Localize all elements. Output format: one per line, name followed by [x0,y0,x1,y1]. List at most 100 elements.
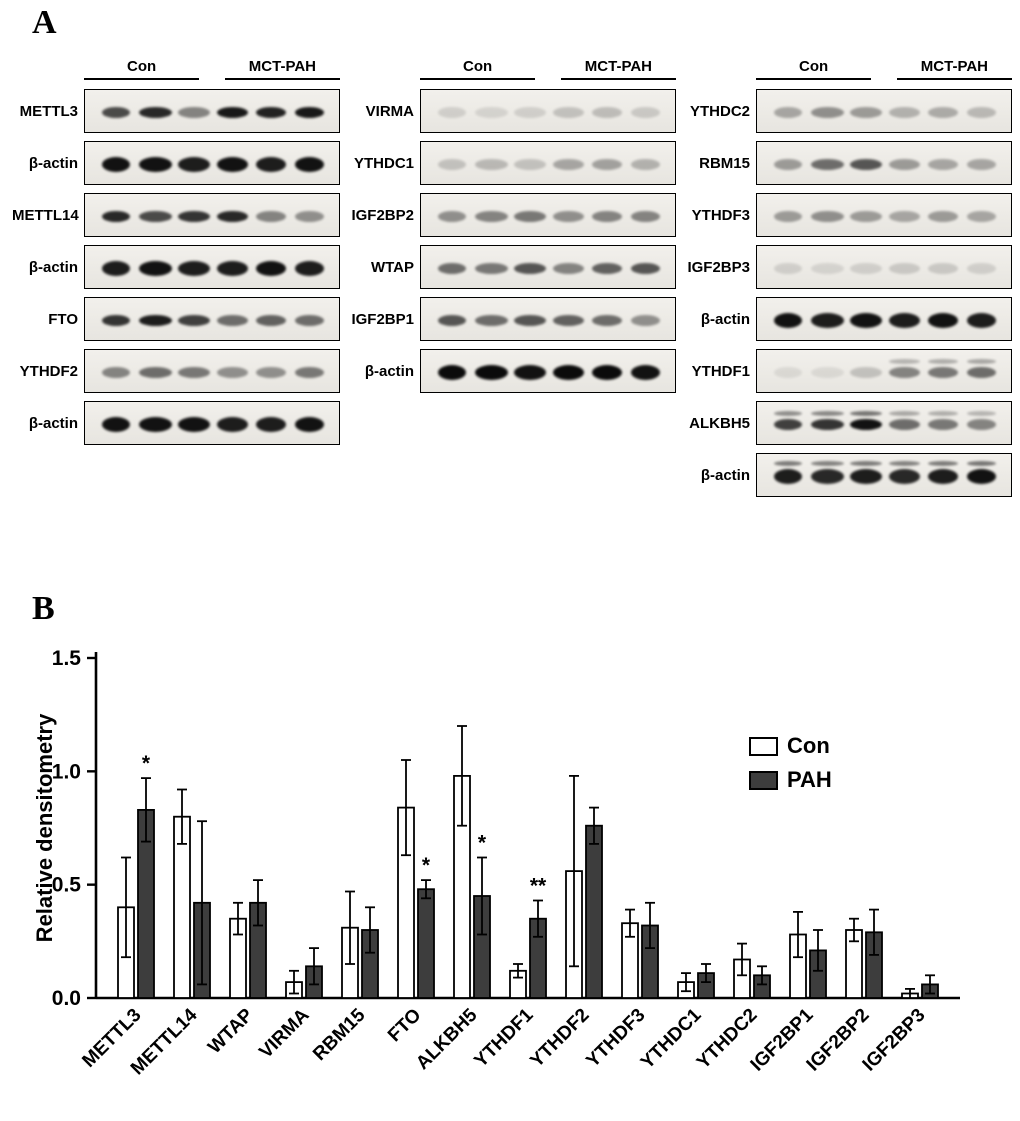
protein-band [295,314,325,326]
blot-image [420,141,676,185]
blot-row: FTO [12,297,340,341]
blot-row: β-actin [682,297,1012,341]
blot-image [420,193,676,237]
protein-band-doublet [888,358,920,364]
protein-band [552,106,584,118]
protein-band [138,260,172,276]
y-tick-label: 0.5 [52,874,82,897]
protein-band [474,106,508,118]
protein-band [631,262,661,274]
protein-band [256,210,286,222]
blot-label: β-actin [28,414,78,432]
protein-band [216,106,248,118]
group-header-con: Con [84,58,200,80]
x-tick-label: RBM15 [309,1004,370,1065]
blot-label: YTHDF3 [691,206,750,224]
blot-image [756,401,1012,445]
blot-label: IGF2BP2 [351,206,414,224]
protein-band [256,106,286,118]
blot-row: VIRMA [342,89,676,133]
x-tick-label: WTAP [204,1004,258,1058]
x-tick-label: VIRMA [255,1004,313,1062]
protein-band [888,210,920,222]
blot-row: METTL3 [12,89,340,133]
blot-image [756,297,1012,341]
blot-column-1: Con MCT-PAH METTL3 β-actin METTL14 β-actin FTO… [12,58,340,453]
legend-swatch-pah [749,771,778,790]
protein-band [928,262,958,274]
protein-band [295,260,325,276]
protein-band [177,416,210,432]
protein-band [849,366,882,378]
legend-label-pah: PAH [787,767,832,792]
blot-row: β-actin [12,141,340,185]
protein-band [138,314,172,326]
protein-band [810,468,844,484]
protein-band [888,312,920,328]
blot-label: METTL14 [12,206,79,224]
blot-row: ALKBH5 [682,401,1012,445]
protein-band [474,364,508,380]
protein-band [552,210,584,222]
blot-label: β-actin [700,466,750,484]
blot-image [84,401,340,445]
protein-band [849,468,882,484]
blot-label: β-actin [364,362,414,380]
protein-band [138,416,172,432]
protein-band [810,106,844,118]
protein-band [592,314,622,326]
protein-band [849,418,882,430]
protein-band [216,210,248,222]
x-tick-label: YTHDC1 [637,1004,706,1073]
protein-band [967,312,997,328]
protein-band [177,366,210,378]
protein-band [774,106,803,118]
protein-band [552,158,584,170]
protein-band [513,314,546,326]
lane-group-headers: Con MCT-PAH [756,58,1012,80]
blot-row: IGF2BP1 [342,297,676,341]
panel-a-label: A [32,4,57,41]
protein-band [474,262,508,274]
protein-band [967,158,997,170]
protein-band [138,366,172,378]
protein-band [810,262,844,274]
protein-band [438,364,467,380]
protein-band [967,210,997,222]
protein-band [631,314,661,326]
protein-band [967,366,997,378]
blot-label: METTL3 [19,102,78,120]
protein-band [967,468,997,484]
protein-band [810,158,844,170]
blot-image [84,297,340,341]
blot-row: YTHDC2 [682,89,1012,133]
blot-label: ALKBH5 [689,414,750,432]
protein-band [438,210,467,222]
protein-band-doublet [888,410,920,416]
protein-band [967,262,997,274]
blot-image [84,141,340,185]
protein-band [552,314,584,326]
blot-label: IGF2BP3 [687,258,750,276]
protein-band [513,106,546,118]
protein-band [849,158,882,170]
protein-band [438,106,467,118]
protein-band [928,106,958,118]
blot-label: VIRMA [365,102,414,120]
x-tick-label: YTHDF1 [470,1004,537,1071]
protein-band [216,156,248,172]
protein-band [888,158,920,170]
protein-band [774,366,803,378]
blot-row: β-actin [682,453,1012,497]
protein-band-doublet [774,460,803,466]
protein-band [928,468,958,484]
blot-label: WTAP [370,258,414,276]
blot-row: YTHDF3 [682,193,1012,237]
protein-band [438,314,467,326]
protein-band [631,106,661,118]
protein-band [102,156,131,172]
protein-band [928,158,958,170]
protein-band [177,156,210,172]
protein-band-doublet [849,460,882,466]
group-header-mct-pah: MCT-PAH [560,58,676,80]
